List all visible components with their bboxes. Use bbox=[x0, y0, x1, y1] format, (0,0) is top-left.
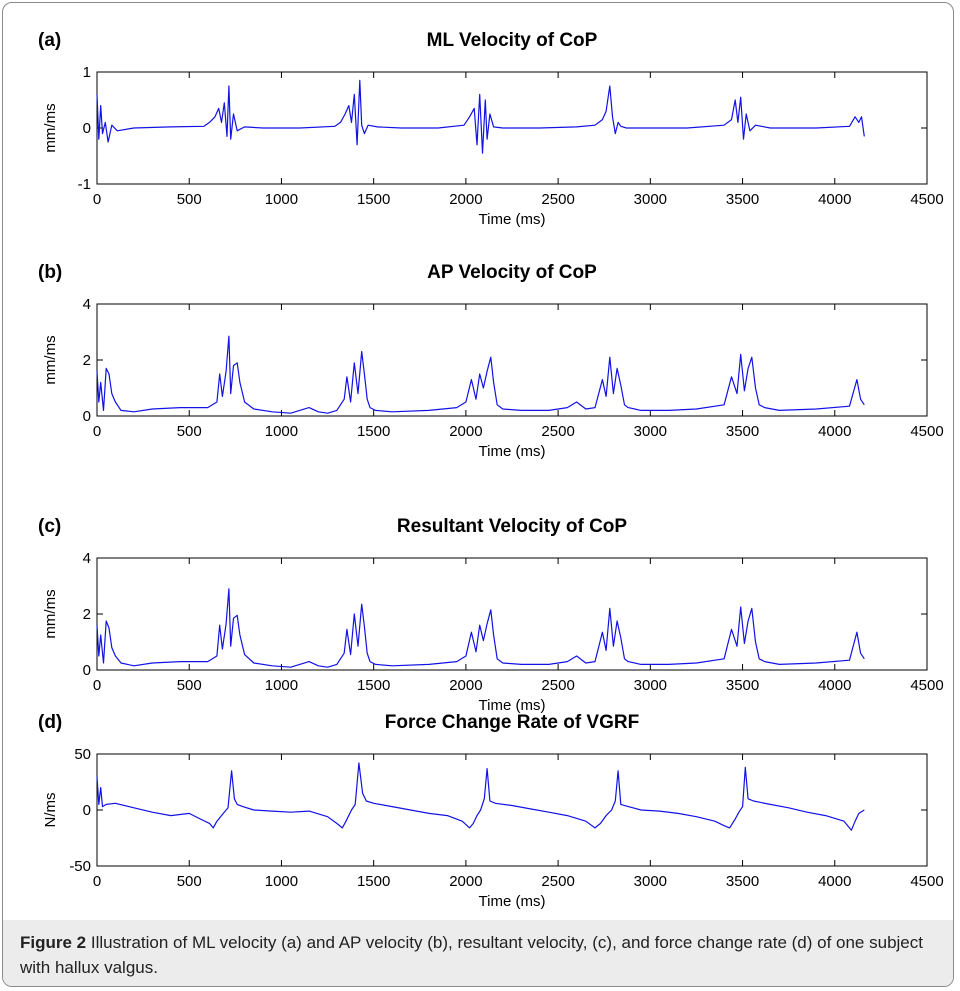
panel-c-ytick-label: 0 bbox=[83, 662, 91, 679]
panel-b-xtick-label: 2000 bbox=[449, 423, 482, 440]
panel-d-xtick-label: 3500 bbox=[726, 873, 759, 890]
panel-b-xtick-label: 3500 bbox=[726, 423, 759, 440]
panel-d-xtick-label: 0 bbox=[93, 873, 101, 890]
panel-a-ytick-label: 1 bbox=[83, 64, 91, 81]
panel-d-xtick-label: 4500 bbox=[910, 873, 943, 890]
panel-d-ytick-label: 0 bbox=[83, 802, 91, 819]
panel-c-xtick-label: 2000 bbox=[449, 677, 482, 694]
caption-area bbox=[3, 920, 953, 986]
panel-b-xtick-label: 1500 bbox=[357, 423, 390, 440]
panel-b-ytick-label: 2 bbox=[83, 352, 91, 369]
panel-d-label: (d) bbox=[38, 712, 62, 733]
panel-b-label: (b) bbox=[38, 262, 62, 283]
panel-b-xtick-label: 3000 bbox=[634, 423, 667, 440]
panel-b-ytick-label: 4 bbox=[83, 296, 91, 313]
panel-c-label: (c) bbox=[38, 516, 61, 537]
panel-c-xlabel: Time (ms) bbox=[479, 697, 546, 714]
panel-d-ytick-label: -50 bbox=[69, 858, 91, 875]
panel-b-axes-box bbox=[96, 303, 928, 417]
panel-a-xtick-label: 1500 bbox=[357, 191, 390, 208]
panel-c-xtick-label: 1000 bbox=[265, 677, 298, 694]
panel-d-xtick-label: 4000 bbox=[818, 873, 851, 890]
panel-c-xtick-label: 3500 bbox=[726, 677, 759, 694]
panel-b-xtick-label: 2500 bbox=[541, 423, 574, 440]
panel-b-series-line bbox=[96, 335, 865, 414]
panel-c-axes-box bbox=[96, 557, 928, 671]
panel-b-xtick-label: 4500 bbox=[910, 423, 943, 440]
panel-b-xtick-label: 0 bbox=[93, 423, 101, 440]
caption-label: Figure 2 bbox=[20, 933, 87, 952]
panel-c-xtick-label: 4500 bbox=[910, 677, 943, 694]
panel-a-xtick-label: 3000 bbox=[634, 191, 667, 208]
panel-a-ytick-label: -1 bbox=[78, 176, 91, 193]
panel-b-xtick-label: 500 bbox=[177, 423, 202, 440]
panel-c-xtick-label: 0 bbox=[93, 677, 101, 694]
panel-b-xtick-label: 1000 bbox=[265, 423, 298, 440]
panel-a-label: (a) bbox=[38, 30, 61, 51]
panel-b-title: AP Velocity of CoP bbox=[427, 262, 597, 283]
panel-a-xtick-label: 0 bbox=[93, 191, 101, 208]
panel-a-series-line bbox=[96, 79, 865, 154]
panel-d-xtick-label: 500 bbox=[177, 873, 202, 890]
panel-a-ylabel: mm/ms bbox=[42, 103, 59, 152]
panel-b-xtick-label: 4000 bbox=[818, 423, 851, 440]
panel-d-axes-box bbox=[96, 753, 928, 867]
panel-d-xtick-label: 2000 bbox=[449, 873, 482, 890]
panel-c-series-line bbox=[96, 588, 865, 668]
panel-d-xtick-label: 3000 bbox=[634, 873, 667, 890]
panel-a-xtick-label: 4000 bbox=[818, 191, 851, 208]
panel-d-xtick-label: 2500 bbox=[541, 873, 574, 890]
panel-c-ylabel: mm/ms bbox=[42, 589, 59, 638]
panel-d-xlabel: Time (ms) bbox=[479, 893, 546, 910]
panel-a-xlabel: Time (ms) bbox=[479, 211, 546, 228]
panel-a-xtick-label: 1000 bbox=[265, 191, 298, 208]
panel-a-xtick-label: 3500 bbox=[726, 191, 759, 208]
panel-c-xtick-label: 1500 bbox=[357, 677, 390, 694]
panel-a-title: ML Velocity of CoP bbox=[427, 30, 598, 51]
panel-d-ytick-label: 50 bbox=[74, 746, 91, 763]
caption-text: Illustration of ML velocity (a) and AP v… bbox=[20, 933, 923, 977]
panel-d-series-line bbox=[96, 762, 865, 831]
panel-c-title: Resultant Velocity of CoP bbox=[397, 516, 627, 537]
panel-c-ytick-label: 2 bbox=[83, 606, 91, 623]
panel-b-ytick-label: 0 bbox=[83, 408, 91, 425]
panel-c-xtick-label: 500 bbox=[177, 677, 202, 694]
panel-a-xtick-label: 500 bbox=[177, 191, 202, 208]
panel-b-xlabel: Time (ms) bbox=[479, 443, 546, 460]
figure-caption: Figure 2 Illustration of ML velocity (a)… bbox=[20, 930, 940, 980]
panel-c-xtick-label: 4000 bbox=[818, 677, 851, 694]
panel-d-title: Force Change Rate of VGRF bbox=[385, 712, 639, 733]
panel-a-xtick-label: 4500 bbox=[910, 191, 943, 208]
panel-c-xtick-label: 2500 bbox=[541, 677, 574, 694]
panel-b-ylabel: mm/ms bbox=[42, 335, 59, 384]
panel-c-ytick-label: 4 bbox=[83, 550, 91, 567]
panel-d-xtick-label: 1000 bbox=[265, 873, 298, 890]
panel-c-xtick-label: 3000 bbox=[634, 677, 667, 694]
panel-a-ytick-label: 0 bbox=[83, 120, 91, 137]
panel-a-xtick-label: 2500 bbox=[541, 191, 574, 208]
panel-d-ylabel: N/ms bbox=[42, 793, 59, 828]
panel-d-xtick-label: 1500 bbox=[357, 873, 390, 890]
panel-a-xtick-label: 2000 bbox=[449, 191, 482, 208]
